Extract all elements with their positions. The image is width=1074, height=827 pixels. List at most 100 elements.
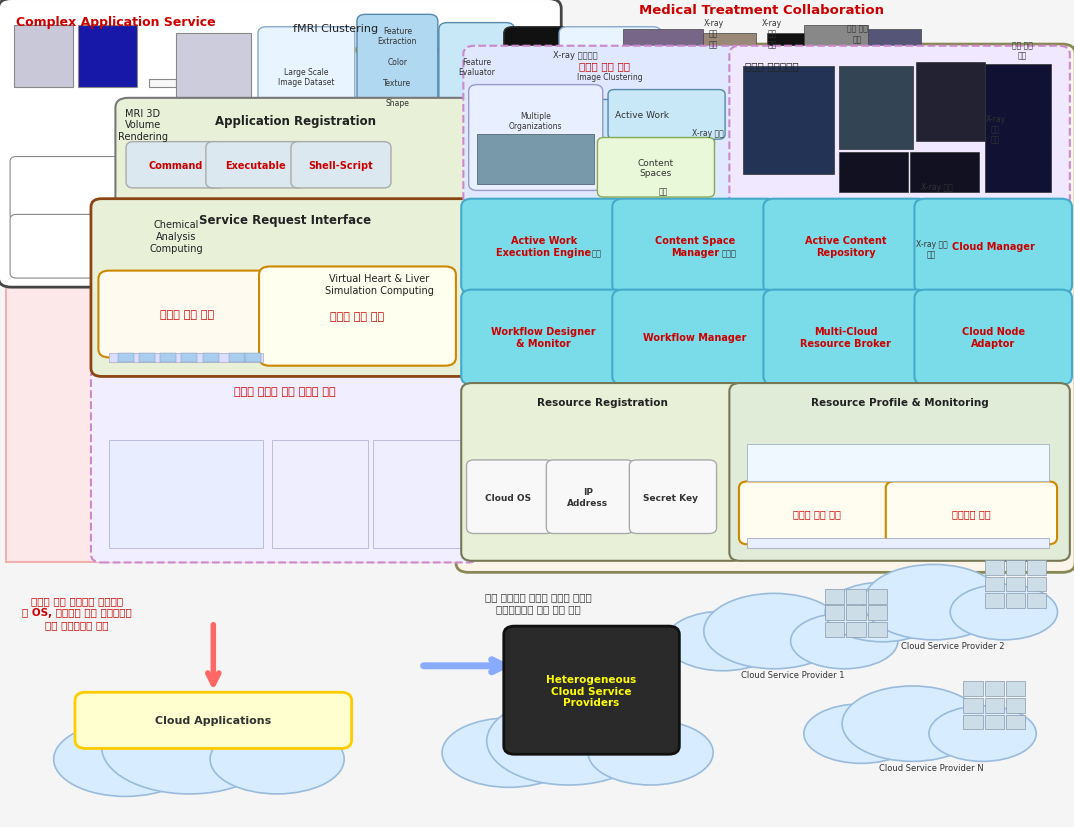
Bar — [713, 92, 767, 141]
FancyBboxPatch shape — [91, 369, 479, 562]
Text: 응용을 이종 클라우드 환경에서
각 OS, 플랫폼에 대해 독립적으로
응용 서비스로서 이식: 응용을 이종 클라우드 환경에서 각 OS, 플랫폼에 대해 독립적으로 응용 … — [21, 595, 131, 629]
Bar — [839, 153, 909, 193]
Text: 컨텐츠 레파지토리: 컨텐츠 레파지토리 — [745, 60, 799, 71]
Ellipse shape — [211, 724, 344, 794]
Bar — [117, 354, 133, 362]
Bar — [743, 67, 833, 174]
Bar — [985, 560, 1004, 575]
FancyBboxPatch shape — [612, 290, 778, 385]
Text: Resource Profile & Monitoring: Resource Profile & Monitoring — [811, 398, 988, 408]
Text: X-ray
분석
요구: X-ray 분석 요구 — [985, 114, 1005, 144]
Text: 주치의: 주치의 — [722, 249, 737, 258]
Bar — [911, 153, 979, 193]
FancyBboxPatch shape — [914, 290, 1072, 385]
Bar — [839, 67, 913, 150]
Text: Image Clustering: Image Clustering — [578, 73, 643, 82]
Text: X-ray 촬영: X-ray 촬영 — [693, 129, 724, 138]
FancyBboxPatch shape — [10, 215, 145, 279]
Bar — [139, 354, 155, 362]
Text: 컨텐츠 협업 공간: 컨텐츠 협업 공간 — [579, 60, 629, 71]
FancyBboxPatch shape — [357, 16, 438, 119]
Text: 심장 전문
의사: 심장 전문 의사 — [1012, 41, 1032, 60]
Bar — [846, 622, 866, 637]
FancyBboxPatch shape — [461, 290, 626, 385]
FancyBboxPatch shape — [439, 23, 514, 111]
Bar — [767, 34, 825, 108]
Text: Secret Key: Secret Key — [643, 493, 698, 502]
Bar — [868, 622, 887, 637]
Text: 한자: 한자 — [592, 249, 601, 258]
FancyBboxPatch shape — [461, 199, 626, 294]
Bar — [78, 26, 136, 88]
FancyBboxPatch shape — [10, 157, 145, 221]
Bar — [905, 125, 974, 187]
Bar — [410, 203, 484, 241]
Bar — [985, 698, 1004, 713]
Bar — [477, 135, 594, 184]
Bar — [1027, 576, 1046, 591]
Bar — [272, 441, 367, 548]
Ellipse shape — [825, 582, 940, 642]
Ellipse shape — [589, 720, 713, 785]
Text: Content
Spaces: Content Spaces — [638, 159, 674, 178]
Bar — [846, 605, 866, 620]
Bar — [985, 593, 1004, 608]
Bar — [963, 715, 983, 729]
Text: Active Work: Active Work — [615, 111, 669, 120]
FancyBboxPatch shape — [463, 46, 745, 208]
FancyBboxPatch shape — [0, 0, 562, 288]
Bar — [1006, 560, 1026, 575]
Bar — [160, 354, 176, 362]
Text: Medical Treatment Collaboration: Medical Treatment Collaboration — [639, 4, 884, 17]
Text: 사용자 맞춤형 응용 서비스 구성: 사용자 맞춤형 응용 서비스 구성 — [234, 387, 336, 397]
Text: 치료: 치료 — [658, 187, 668, 196]
Text: Executable: Executable — [226, 160, 286, 170]
Text: fMRI Clustering: fMRI Clustering — [293, 24, 378, 35]
FancyBboxPatch shape — [468, 85, 603, 191]
Text: X-ray 저장: X-ray 저장 — [921, 183, 953, 192]
FancyBboxPatch shape — [547, 461, 634, 534]
Text: Shell-Script: Shell-Script — [308, 160, 374, 170]
Bar — [315, 199, 405, 249]
Bar — [5, 265, 1070, 562]
Ellipse shape — [703, 594, 844, 669]
Text: MRI 3D
Volume
Rendering: MRI 3D Volume Rendering — [117, 108, 168, 141]
FancyBboxPatch shape — [886, 482, 1057, 545]
Text: Multiple
Organizations: Multiple Organizations — [509, 112, 563, 131]
FancyBboxPatch shape — [586, 110, 703, 160]
Text: Chemical
Analysis
Computing: Chemical Analysis Computing — [149, 220, 203, 253]
Bar — [1027, 560, 1046, 575]
FancyBboxPatch shape — [466, 461, 554, 534]
Text: X-ray
촬영
요청: X-ray 촬영 요청 — [703, 19, 724, 49]
Bar — [748, 445, 1048, 482]
Bar — [996, 88, 1054, 150]
Bar — [1006, 576, 1026, 591]
Ellipse shape — [842, 686, 983, 762]
FancyBboxPatch shape — [91, 199, 479, 377]
Bar — [868, 30, 920, 79]
FancyBboxPatch shape — [143, 157, 278, 221]
Text: Cloud Service Provider 2: Cloud Service Provider 2 — [901, 641, 1004, 650]
Ellipse shape — [950, 585, 1058, 640]
Text: Large Scale
Image Dataset: Large Scale Image Dataset — [278, 68, 335, 88]
FancyBboxPatch shape — [629, 461, 716, 534]
Text: 이종 클라우드 환경을 하나의 통합된
인터페이스를 통해 접근 제어: 이종 클라우드 환경을 하나의 통합된 인터페이스를 통해 접근 제어 — [484, 591, 592, 614]
FancyBboxPatch shape — [259, 267, 455, 366]
FancyBboxPatch shape — [504, 626, 680, 754]
Bar — [623, 30, 702, 112]
Text: Cloud Applications: Cloud Applications — [155, 715, 272, 725]
Text: Feature
Evaluator: Feature Evaluator — [459, 58, 495, 77]
FancyBboxPatch shape — [461, 384, 743, 561]
Text: Content Space
Manager: Content Space Manager — [655, 237, 735, 258]
Ellipse shape — [487, 697, 651, 785]
Bar — [868, 589, 887, 604]
Ellipse shape — [666, 611, 781, 671]
Bar — [410, 242, 484, 275]
Bar — [1027, 593, 1046, 608]
FancyBboxPatch shape — [560, 27, 662, 127]
Bar — [14, 26, 73, 88]
Text: Active Content
Repository: Active Content Repository — [806, 237, 887, 258]
FancyBboxPatch shape — [764, 290, 928, 385]
FancyBboxPatch shape — [597, 138, 714, 198]
Text: Service Request Interface: Service Request Interface — [199, 213, 372, 227]
